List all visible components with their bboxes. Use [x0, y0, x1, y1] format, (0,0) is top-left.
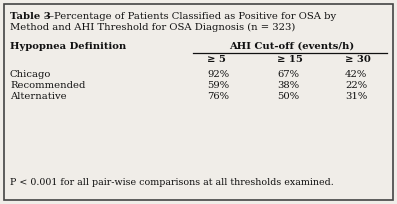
Text: ≥ 30: ≥ 30 — [345, 55, 371, 64]
Text: —Percentage of Patients Classified as Positive for OSA by: —Percentage of Patients Classified as Po… — [44, 12, 336, 21]
Text: 67%: 67% — [277, 70, 299, 79]
Text: Recommended: Recommended — [10, 81, 85, 90]
Text: Table 3: Table 3 — [10, 12, 51, 21]
Text: 38%: 38% — [277, 81, 299, 90]
Text: 31%: 31% — [345, 92, 367, 101]
Text: 76%: 76% — [207, 92, 229, 101]
Text: 59%: 59% — [207, 81, 229, 90]
Text: 42%: 42% — [345, 70, 367, 79]
Text: 92%: 92% — [207, 70, 229, 79]
Text: AHI Cut-off (events/h): AHI Cut-off (events/h) — [229, 42, 355, 51]
Text: Hypopnea Definition: Hypopnea Definition — [10, 42, 126, 51]
Text: Chicago: Chicago — [10, 70, 51, 79]
Text: Method and AHI Threshold for OSA Diagnosis (n = 323): Method and AHI Threshold for OSA Diagnos… — [10, 23, 295, 32]
Text: 22%: 22% — [345, 81, 367, 90]
Text: P < 0.001 for all pair-wise comparisons at all thresholds examined.: P < 0.001 for all pair-wise comparisons … — [10, 178, 334, 187]
Text: 50%: 50% — [277, 92, 299, 101]
Text: ≥ 15: ≥ 15 — [277, 55, 303, 64]
Text: ≥ 5: ≥ 5 — [207, 55, 226, 64]
Text: Alternative: Alternative — [10, 92, 67, 101]
